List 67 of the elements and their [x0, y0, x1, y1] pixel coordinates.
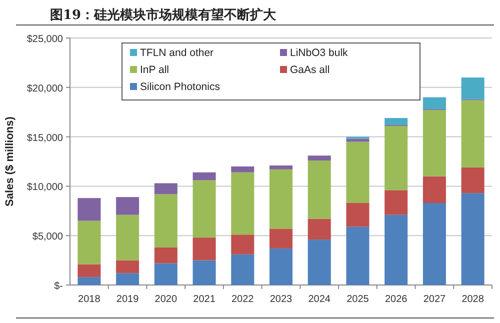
bar: [192, 260, 216, 285]
x-tick-label: 2020: [154, 294, 178, 305]
x-tick-label: 2022: [232, 294, 254, 305]
y-tick-label: $5,000: [32, 232, 64, 243]
y-tick-label: $10,000: [26, 182, 64, 194]
bar: [422, 176, 446, 203]
x-tick-label: 2028: [462, 294, 484, 305]
bar: [346, 202, 370, 227]
bar: [154, 183, 178, 194]
bar: [78, 264, 101, 278]
bar: [116, 273, 140, 285]
bar: [346, 226, 370, 285]
bar: [154, 263, 178, 285]
bar: [384, 118, 408, 125]
bar: [308, 156, 331, 161]
bar: [308, 160, 331, 219]
x-tick-label: 2025: [346, 294, 370, 305]
y-tick-label: $15,000: [26, 132, 64, 144]
bar: [461, 167, 484, 194]
bar: [461, 78, 484, 100]
bar: [308, 240, 331, 285]
bar: [269, 169, 293, 229]
bar: [384, 126, 408, 190]
x-tick-label: 2023: [270, 294, 293, 305]
bar: [192, 180, 216, 238]
bar: [192, 238, 216, 260]
legend-label: GaAs all: [290, 64, 330, 76]
x-tick-label: 2024: [308, 294, 331, 305]
bar: [231, 234, 254, 254]
bar: [231, 254, 254, 285]
bar: [192, 172, 216, 180]
chart-title: 图19：硅光模块市场规模有望不断扩大: [50, 7, 278, 23]
bar: [269, 248, 293, 285]
bar: [78, 277, 101, 285]
x-tick-label: 2019: [116, 294, 140, 305]
bar: [461, 100, 484, 168]
bar: [461, 193, 484, 285]
legend-label: LiNbO3 bulk: [290, 47, 349, 59]
x-tick-label: 2018: [78, 294, 101, 305]
bar: [308, 218, 331, 240]
legend-label: TFLN and other: [140, 47, 214, 59]
y-tick-label: $-: [54, 281, 63, 292]
bar: [231, 172, 254, 235]
bar: [422, 202, 446, 285]
bar: [78, 198, 101, 221]
bar: [231, 166, 254, 172]
bar: [422, 110, 446, 176]
x-tick-label: 2026: [384, 294, 408, 305]
bar: [269, 165, 293, 170]
x-tick-label: 2021: [193, 294, 216, 305]
bar: [154, 247, 178, 264]
bar: [116, 214, 140, 260]
bar: [346, 142, 370, 203]
bar: [269, 228, 293, 248]
bar: [116, 260, 140, 274]
bar: [154, 194, 178, 248]
bar: [116, 197, 140, 215]
bar: [384, 190, 408, 215]
y-tick-label: $25,000: [26, 34, 64, 45]
legend-label: InP all: [140, 64, 169, 76]
y-tick-label: $20,000: [26, 83, 64, 94]
x-tick-label: 2027: [423, 294, 446, 305]
bar: [422, 97, 446, 110]
bar: [384, 214, 408, 285]
bar: [78, 220, 101, 264]
legend-label: Silicon Photonics: [140, 81, 220, 93]
y-axis-title: Sales ($ millions): [4, 116, 16, 206]
